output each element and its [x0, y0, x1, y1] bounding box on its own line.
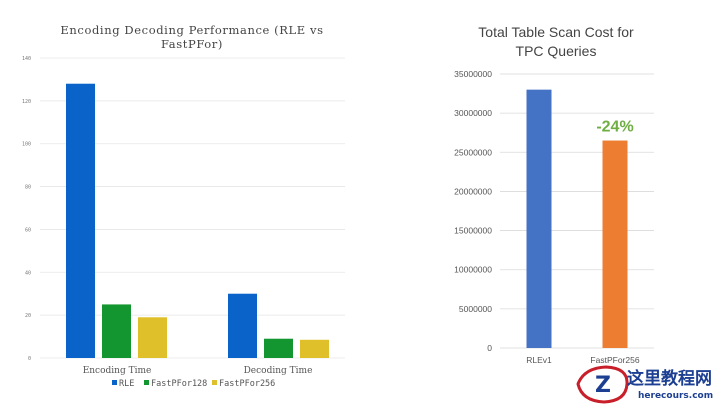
chart2-y-tick-0: 0 — [487, 343, 492, 353]
chart2-y-tick-25000000: 25000000 — [454, 147, 492, 157]
chart1-category-label-decoding: Decoding Time — [244, 366, 313, 376]
chart1-bars — [66, 84, 329, 358]
chart-figure: Encoding Decoding Performance (RLE vs Fa… — [0, 0, 720, 406]
watermark: Z 这里教程网 herecours.com — [578, 367, 713, 402]
legend-swatch-fastpfor256 — [212, 380, 217, 385]
bar-fastpfor256-decoding-time — [300, 340, 329, 358]
legend-label-fastpfor256: FastPFor256 — [219, 379, 275, 389]
chart1-y-tick-140: 140 — [22, 56, 31, 62]
chart2-y-tick-15000000: 15000000 — [454, 226, 492, 236]
table-scan-cost-chart: Total Table Scan Cost for TPC Queries 0 5… — [454, 24, 654, 365]
chart2-y-tick-20000000: 20000000 — [454, 186, 492, 196]
chart1-y-tick-80: 80 — [25, 185, 31, 191]
chart1-y-tick-40: 40 — [25, 270, 31, 276]
chart1-title-line2: FastPFor) — [161, 37, 223, 51]
chart1-y-tick-120: 120 — [22, 99, 31, 105]
legend-swatch-rle — [112, 380, 117, 385]
watermark-logo: Z — [578, 367, 627, 402]
watermark-logo-letter: Z — [595, 373, 611, 398]
chart2-title-line2: TPC Queries — [516, 43, 597, 59]
chart1-y-tick-100: 100 — [22, 142, 31, 148]
chart2-category-label-fastpfor256: FastPFor256 — [590, 355, 639, 365]
watermark-title: 这里教程网 — [627, 368, 712, 389]
chart2-category-labels: RLEv1 FastPFor256 — [526, 355, 640, 365]
chart2-y-tick-5000000: 5000000 — [459, 304, 492, 314]
chart1-y-tick-0: 0 — [28, 356, 31, 362]
reduction-annotation: -24% — [596, 119, 633, 136]
chart1-title-line1: Encoding Decoding Performance (RLE vs — [60, 23, 323, 37]
chart2-category-label-rlev1: RLEv1 — [526, 355, 552, 365]
chart2-y-tick-30000000: 30000000 — [454, 108, 492, 118]
chart1-legend: RLE FastPFor128 FastPFor256 — [112, 379, 275, 389]
chart2-y-tick-10000000: 10000000 — [454, 265, 492, 275]
legend-label-fastpfor128: FastPFor128 — [151, 379, 207, 389]
chart1-category-label-encoding: Encoding Time — [83, 366, 152, 376]
bar-rle-encoding-time — [66, 84, 95, 358]
chart2-y-axis-ticks: 0 5000000 10000000 15000000 20000000 25000000… — [454, 69, 492, 353]
bar-fastpfor256-encoding-time — [138, 317, 167, 358]
chart2-gridlines — [500, 74, 654, 348]
encoding-decoding-chart: Encoding Decoding Performance (RLE vs Fa… — [22, 23, 345, 389]
bar-fastpfor128-encoding-time — [102, 304, 131, 358]
bar-fastpfor256 — [603, 141, 628, 348]
legend-label-rle: RLE — [119, 379, 134, 389]
bar-fastpfor128-decoding-time — [264, 339, 293, 358]
bar-rlev1 — [527, 90, 552, 348]
chart1-y-tick-20: 20 — [25, 313, 31, 319]
chart2-title-line1: Total Table Scan Cost for — [478, 24, 634, 40]
legend-swatch-fastpfor128 — [144, 380, 149, 385]
chart1-y-axis-ticks: 0 20 40 60 80 100 120 140 — [22, 56, 31, 362]
chart1-y-tick-60: 60 — [25, 227, 31, 233]
bar-rle-decoding-time — [228, 294, 257, 358]
chart2-y-tick-35000000: 35000000 — [454, 69, 492, 79]
watermark-url: herecours.com — [638, 391, 713, 401]
